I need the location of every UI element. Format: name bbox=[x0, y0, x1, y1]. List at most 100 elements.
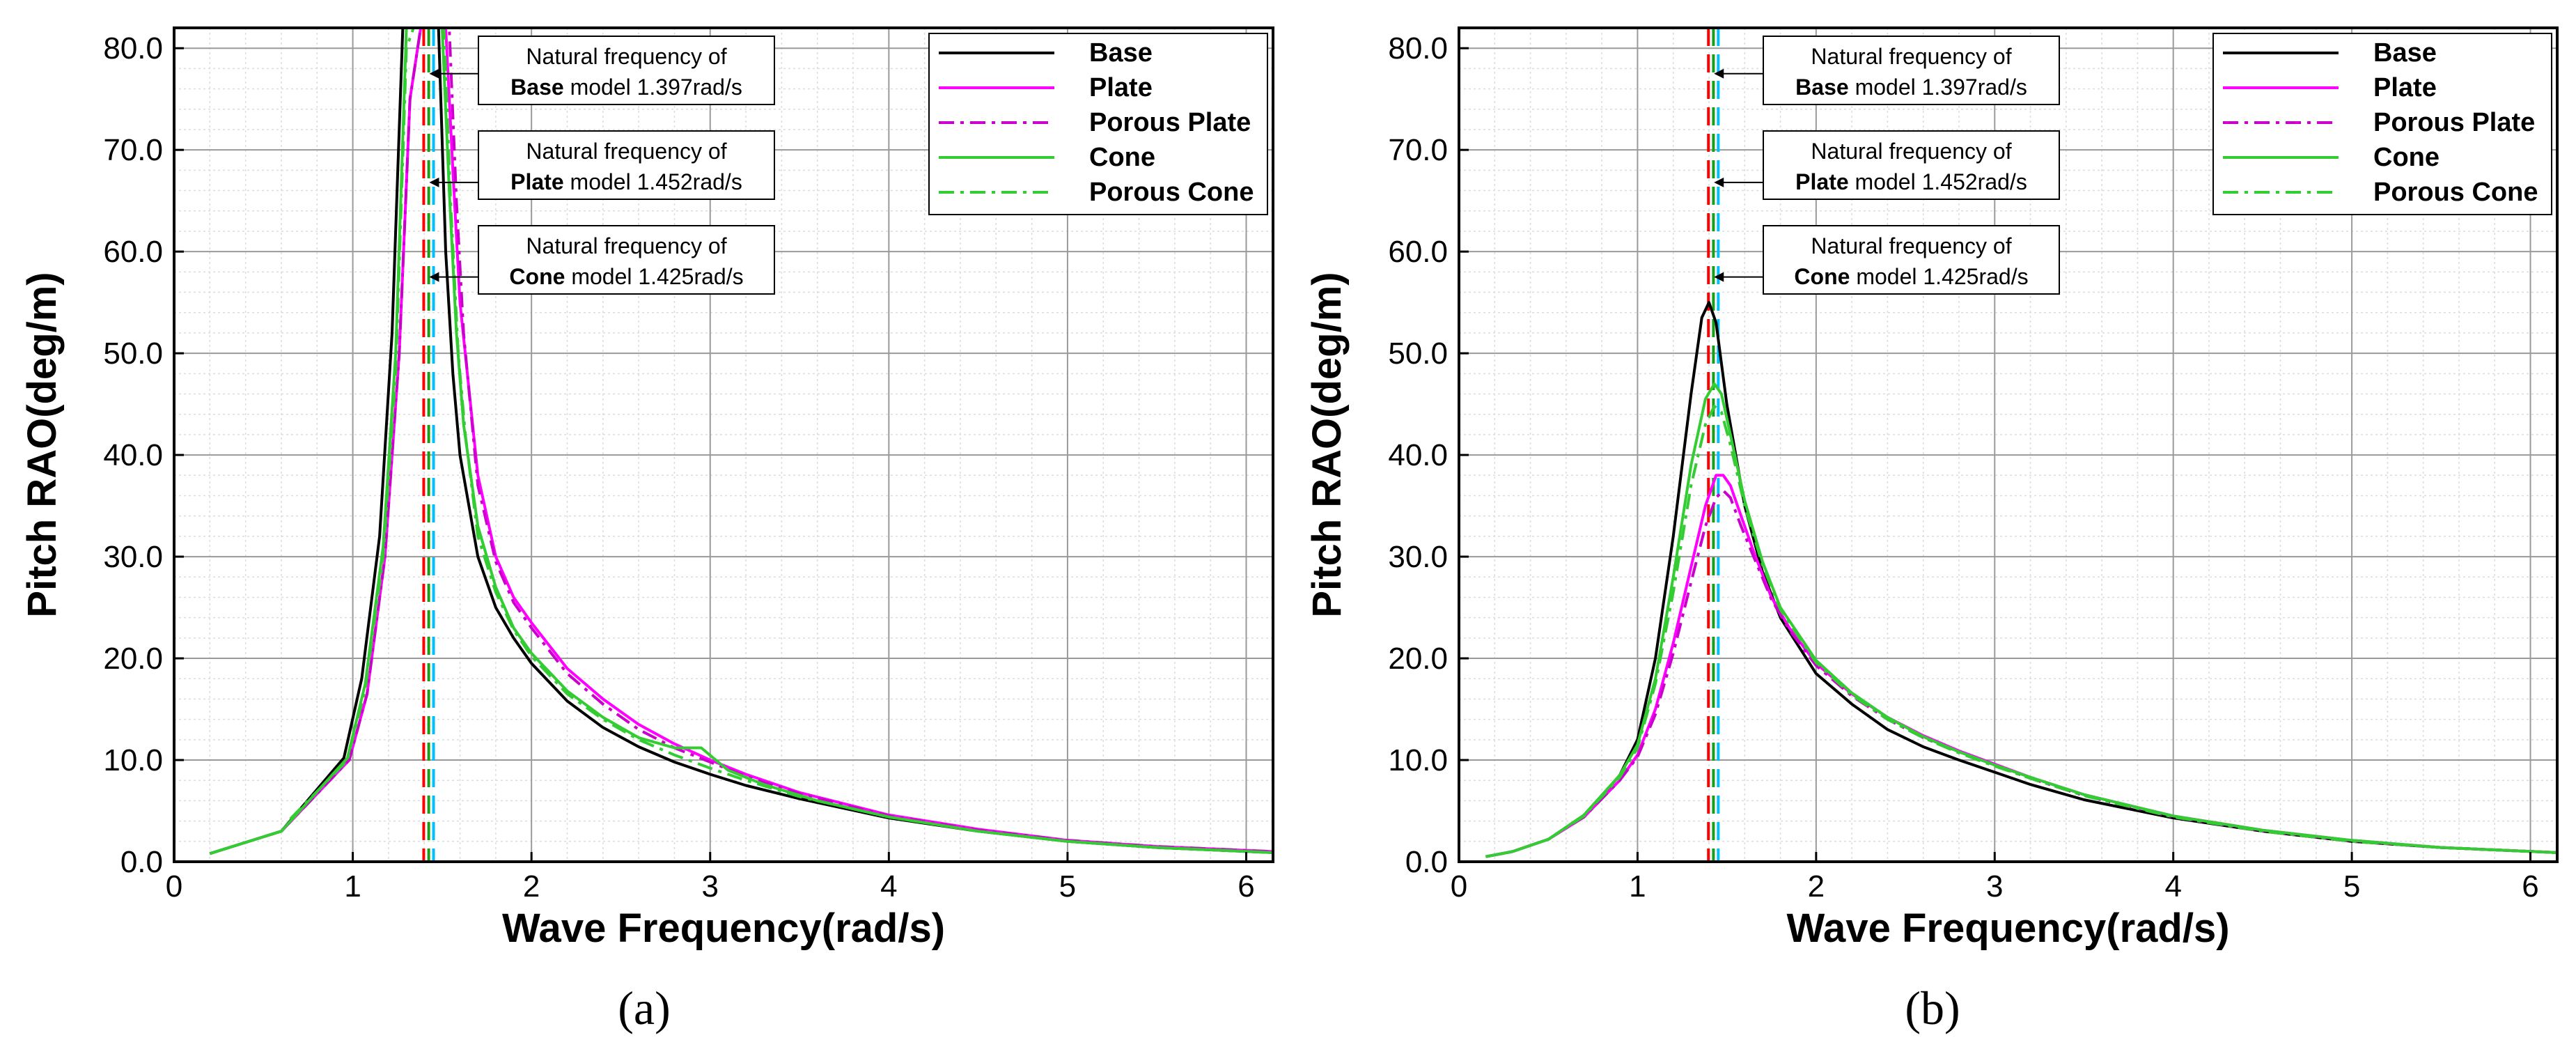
legend-label: Cone bbox=[1089, 143, 1155, 172]
axes-frame bbox=[173, 26, 1274, 863]
y-axis-title: Pitch RAO(deg/m) bbox=[1304, 272, 1350, 617]
annotation-line2: Cone model 1.425rad/s bbox=[1794, 264, 2028, 289]
y-tick-label: 0.0 bbox=[1405, 845, 1448, 879]
y-tick-label: 20.0 bbox=[103, 642, 163, 676]
x-tick-label: 4 bbox=[880, 869, 897, 904]
annotation-arrowhead bbox=[429, 272, 439, 282]
annotation-line1: Natural frequency of bbox=[1811, 139, 2011, 164]
annotation-cone: Natural frequency of Cone model 1.425rad/… bbox=[429, 225, 775, 295]
annotation-box bbox=[1763, 36, 2060, 105]
annotation-line1: Natural frequency of bbox=[1811, 233, 2011, 258]
x-tick-label: 6 bbox=[1238, 869, 1254, 904]
x-tick-label: 3 bbox=[702, 869, 719, 904]
series-line-porous-cone bbox=[289, 28, 1273, 854]
y-tick-label: 40.0 bbox=[103, 438, 163, 472]
series-line-cone bbox=[1485, 382, 2557, 858]
annotation-base: Natural frequency of Base model 1.397rad/… bbox=[429, 36, 775, 105]
annotation-value: model 1.397rad/s bbox=[1849, 75, 2027, 100]
x-tick-label: 1 bbox=[1629, 869, 1646, 904]
x-tick-label: 5 bbox=[2343, 869, 2360, 904]
annotation-box bbox=[1763, 225, 2060, 295]
x-tick-label: 0 bbox=[1451, 869, 1467, 904]
annotation-model-name: Plate bbox=[1795, 169, 1848, 194]
y-tick-label: 60.0 bbox=[1388, 235, 1448, 269]
annotation-cone: Natural frequency of Cone model 1.425rad/… bbox=[1714, 225, 2060, 295]
legend-label: Porous Cone bbox=[1089, 178, 1254, 207]
axes-frame bbox=[1458, 26, 2559, 863]
annotation-base: Natural frequency of Base model 1.397rad/… bbox=[1714, 36, 2060, 105]
annotation-value: model 1.452rad/s bbox=[564, 169, 742, 194]
annotation-line2: Cone model 1.425rad/s bbox=[509, 264, 743, 289]
annotation-plate: Natural frequency of Plate model 1.452rad… bbox=[1714, 130, 2060, 200]
y-tick-label: 80.0 bbox=[103, 31, 163, 65]
series-line-porous-cone bbox=[1485, 405, 2557, 858]
annotation-value: model 1.425rad/s bbox=[1850, 264, 2028, 289]
y-tick-label: 20.0 bbox=[1388, 642, 1448, 676]
legend-label: Plate bbox=[2373, 73, 2437, 102]
annotation-arrowhead bbox=[1714, 272, 1724, 282]
y-tick-label: 50.0 bbox=[103, 336, 163, 371]
annotation-box bbox=[478, 225, 775, 295]
legend-label: Cone bbox=[2373, 143, 2440, 172]
legend-label: Plate bbox=[1089, 73, 1153, 102]
x-tick-label: 5 bbox=[1059, 869, 1076, 904]
x-tick-label: 3 bbox=[1986, 869, 2003, 904]
legend-label: Porous Cone bbox=[2373, 178, 2538, 207]
annotation-arrowhead bbox=[429, 68, 439, 79]
panel-label: (a) bbox=[618, 982, 670, 1034]
legend-label: Porous Plate bbox=[2373, 108, 2535, 137]
annotation-plate: Natural frequency of Plate model 1.452rad… bbox=[429, 130, 775, 200]
y-tick-label: 60.0 bbox=[103, 235, 163, 269]
chart-panel-b: 0 1 2 3 4 5 60.010.020.030.040.050.060.070.080… bbox=[1304, 26, 2559, 1034]
x-axis-title: Wave Frequency(rad/s) bbox=[502, 906, 945, 951]
chart-panel-a: 0 1 2 3 4 5 60.010.020.030.040.050.060.070.080… bbox=[19, 26, 1274, 1034]
y-tick-label: 10.0 bbox=[103, 743, 163, 777]
series-line-porous-plate bbox=[280, 28, 1273, 853]
annotation-line1: Natural frequency of bbox=[526, 233, 726, 258]
x-tick-label: 6 bbox=[2522, 869, 2538, 904]
y-tick-label: 30.0 bbox=[103, 540, 163, 574]
x-tick-label: 2 bbox=[523, 869, 540, 904]
annotation-value: model 1.452rad/s bbox=[1849, 169, 2027, 194]
annotation-model-name: Base bbox=[510, 75, 564, 100]
annotation-model-name: Base bbox=[1795, 75, 1849, 100]
annotation-line2: Base model 1.397rad/s bbox=[510, 75, 742, 100]
panel-label: (b) bbox=[1905, 982, 1960, 1034]
y-tick-label: 50.0 bbox=[1388, 336, 1448, 371]
legend-label: Base bbox=[1089, 38, 1153, 68]
annotation-line2: Plate model 1.452rad/s bbox=[1795, 169, 2027, 194]
y-tick-label: 70.0 bbox=[1388, 133, 1448, 167]
y-axis-title: Pitch RAO(deg/m) bbox=[19, 272, 65, 617]
annotation-model-name: Cone bbox=[1794, 264, 1850, 289]
annotation-value: model 1.397rad/s bbox=[564, 75, 742, 100]
annotation-arrowhead bbox=[1714, 68, 1724, 79]
annotation-box bbox=[478, 130, 775, 200]
annotation-box bbox=[1763, 130, 2060, 200]
legend: Base Plate Porous Plate Cone Porous Cone bbox=[2212, 33, 2552, 215]
annotation-line2: Base model 1.397rad/s bbox=[1795, 75, 2027, 100]
series-line-base bbox=[209, 28, 1273, 855]
annotation-model-name: Cone bbox=[509, 264, 565, 289]
y-tick-label: 40.0 bbox=[1388, 438, 1448, 472]
annotation-box bbox=[478, 36, 775, 105]
legend: Base Plate Porous Plate Cone Porous Cone bbox=[928, 33, 1268, 215]
x-axis-title: Wave Frequency(rad/s) bbox=[1786, 906, 2229, 951]
y-tick-label: 30.0 bbox=[1388, 540, 1448, 574]
annotation-line2: Plate model 1.452rad/s bbox=[510, 169, 742, 194]
x-tick-label: 1 bbox=[344, 869, 361, 904]
y-tick-label: 80.0 bbox=[1388, 31, 1448, 65]
x-tick-label: 0 bbox=[166, 869, 182, 904]
y-tick-label: 0.0 bbox=[120, 845, 163, 879]
legend-label: Base bbox=[2373, 38, 2437, 68]
annotation-model-name: Plate bbox=[510, 169, 563, 194]
annotation-value: model 1.425rad/s bbox=[565, 264, 743, 289]
annotation-arrowhead bbox=[1714, 177, 1724, 187]
y-tick-label: 10.0 bbox=[1388, 743, 1448, 777]
annotation-line1: Natural frequency of bbox=[1811, 44, 2011, 69]
annotation-line1: Natural frequency of bbox=[526, 44, 726, 69]
legend-label: Porous Plate bbox=[1089, 108, 1251, 137]
x-tick-label: 4 bbox=[2164, 869, 2181, 904]
annotation-arrowhead bbox=[429, 177, 439, 187]
y-tick-label: 70.0 bbox=[103, 133, 163, 167]
